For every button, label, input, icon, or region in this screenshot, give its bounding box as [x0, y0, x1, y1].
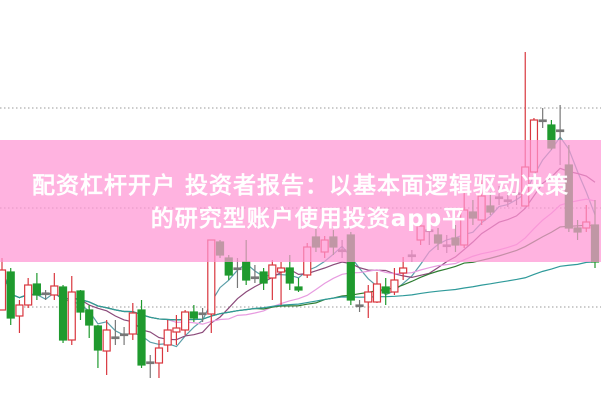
candle-body [390, 279, 399, 293]
candle-body [137, 309, 146, 366]
candle-body [181, 311, 190, 331]
candle-body [102, 329, 111, 352]
candle-body [381, 286, 390, 294]
candle-body [294, 286, 303, 291]
candle-body [259, 271, 268, 284]
candle-body [556, 129, 565, 133]
candle-body [111, 336, 120, 340]
candle-body [32, 283, 41, 296]
candle-body [372, 283, 382, 303]
candle-body [154, 347, 164, 364]
title-banner [0, 140, 601, 262]
candle-body [41, 292, 50, 296]
candle-body [15, 304, 24, 317]
candle-body [172, 327, 181, 333]
candle-body [58, 286, 68, 341]
candle-body [364, 291, 373, 303]
candle-body [198, 312, 207, 316]
title-line-2: 的研究型账户使用投资app平 [150, 206, 467, 232]
title-line-1: 配资杠杆开户 投资者报告：以基本面逻辑驱动决策 [31, 173, 569, 199]
candle-body [24, 284, 33, 306]
candle-body [50, 285, 59, 296]
candle-body [276, 267, 286, 273]
candle-body [128, 312, 137, 335]
candle-body [76, 290, 85, 313]
candle-body [189, 311, 198, 319]
candle-body [268, 264, 277, 279]
candle-body [85, 309, 94, 326]
candle-body [93, 325, 103, 351]
candle-body [538, 119, 547, 123]
candle-body [242, 261, 251, 281]
candle-body [0, 269, 7, 311]
candle-body [146, 361, 155, 365]
candle-body [233, 267, 242, 271]
candle-body [355, 304, 364, 308]
candle-body [6, 271, 15, 319]
candle-body [67, 291, 76, 341]
ma60-line [1, 261, 596, 321]
candle-body [163, 329, 172, 346]
candle-body [399, 267, 408, 274]
candle-body [250, 276, 259, 280]
candle-body [285, 267, 294, 284]
candle-body [119, 333, 129, 337]
